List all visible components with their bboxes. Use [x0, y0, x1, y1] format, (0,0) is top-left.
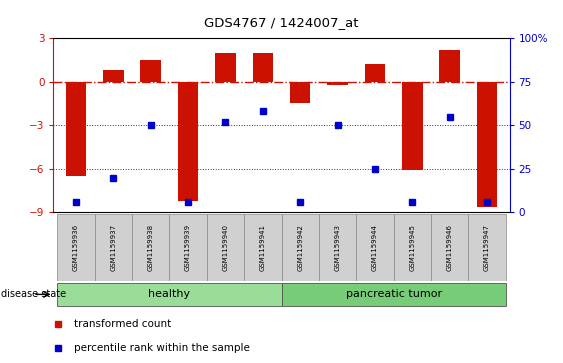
- Bar: [253, 53, 273, 82]
- Text: disease state: disease state: [1, 289, 66, 299]
- Text: GSM1159947: GSM1159947: [484, 224, 490, 271]
- Bar: [394, 214, 431, 281]
- Text: GDS4767 / 1424007_at: GDS4767 / 1424007_at: [204, 16, 359, 29]
- Text: GSM1159942: GSM1159942: [297, 224, 303, 271]
- Bar: [282, 283, 506, 306]
- Text: GSM1159940: GSM1159940: [222, 224, 229, 271]
- Bar: [468, 214, 506, 281]
- Text: GSM1159943: GSM1159943: [334, 224, 341, 271]
- Bar: [440, 50, 460, 82]
- Bar: [402, 82, 423, 170]
- Text: GSM1159937: GSM1159937: [110, 224, 117, 271]
- Text: pancreatic tumor: pancreatic tumor: [346, 289, 442, 299]
- Bar: [95, 214, 132, 281]
- Bar: [132, 214, 169, 281]
- Text: GSM1159946: GSM1159946: [446, 224, 453, 271]
- Bar: [327, 82, 348, 85]
- Bar: [282, 214, 319, 281]
- Bar: [57, 214, 95, 281]
- Bar: [431, 214, 468, 281]
- Text: healthy: healthy: [148, 289, 190, 299]
- Bar: [169, 214, 207, 281]
- Text: percentile rank within the sample: percentile rank within the sample: [74, 343, 250, 353]
- Bar: [290, 82, 310, 103]
- Bar: [365, 64, 385, 82]
- Text: GSM1159941: GSM1159941: [260, 224, 266, 271]
- Text: GSM1159944: GSM1159944: [372, 224, 378, 271]
- Text: GSM1159936: GSM1159936: [73, 224, 79, 271]
- Bar: [103, 70, 123, 82]
- Bar: [66, 82, 86, 176]
- Bar: [477, 82, 497, 207]
- Text: GSM1159938: GSM1159938: [148, 224, 154, 271]
- Bar: [140, 60, 161, 82]
- Bar: [215, 53, 236, 82]
- Bar: [57, 283, 282, 306]
- Text: GSM1159939: GSM1159939: [185, 224, 191, 271]
- Bar: [178, 82, 198, 201]
- Bar: [244, 214, 282, 281]
- Bar: [207, 214, 244, 281]
- Bar: [356, 214, 394, 281]
- Text: GSM1159945: GSM1159945: [409, 224, 415, 271]
- Bar: [319, 214, 356, 281]
- Text: transformed count: transformed count: [74, 319, 171, 329]
